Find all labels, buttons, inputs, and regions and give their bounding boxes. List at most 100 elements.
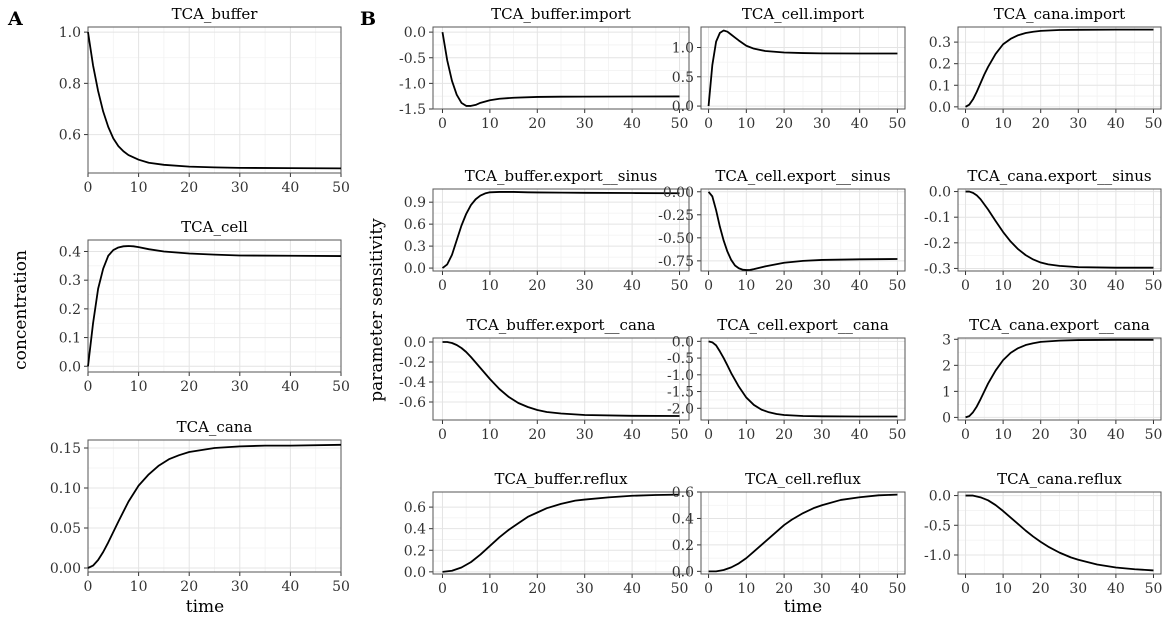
panel-border: [957, 26, 1162, 110]
y-tick-label: 0.5: [672, 70, 694, 86]
chart-panel-8: TCA_cana.export__sinus 0 10 20 30 40 50 -0.3 -0.…: [924, 167, 1162, 294]
y-tick-label: 0.8: [59, 76, 81, 92]
y-tick-label: -0.2: [924, 236, 951, 252]
x-tick-label: 40: [851, 427, 869, 443]
y-tick-label: 0.0: [929, 185, 951, 201]
x-tick-label: 40: [851, 581, 869, 597]
x-tick-label: 50: [889, 427, 907, 443]
panel-a-tag: A: [7, 8, 23, 30]
x-tick-label: 10: [737, 116, 755, 132]
x-tick-label: 20: [528, 427, 546, 443]
x-tick-label: 20: [775, 581, 793, 597]
panel-title: TCA_buffer: [172, 5, 259, 23]
x-tick-label: 10: [737, 427, 755, 443]
x-tick-label: 50: [671, 116, 689, 132]
series-line: [965, 190, 1154, 269]
x-tick-label: 0: [961, 116, 970, 132]
x-tick-label: 10: [130, 379, 148, 395]
y-tick-label: -1.0: [667, 368, 694, 384]
x-tick-label: 20: [528, 278, 546, 294]
x-tick-label: 0: [84, 579, 93, 595]
y-tick-label: 0.2: [404, 543, 426, 559]
panel-border: [957, 491, 1162, 575]
y-tick-label: -0.50: [658, 231, 694, 247]
x-tick-label: 10: [994, 116, 1012, 132]
panel-title: TCA_buffer.reflux: [494, 470, 628, 488]
y-tick-label: -1.5: [667, 385, 694, 401]
x-tick-label: 0: [961, 581, 970, 597]
y-tick-label: 0.0: [672, 334, 694, 350]
panel-b-tag: B: [360, 8, 376, 30]
x-tick-label: 10: [737, 581, 755, 597]
x-tick-label: 40: [1107, 427, 1125, 443]
panel-border: [432, 337, 690, 421]
panel-b-ylabel: parameter sensitivity: [367, 218, 387, 402]
x-tick-label: 40: [623, 581, 641, 597]
series-line: [708, 493, 898, 573]
y-tick-label: 0.0: [404, 261, 426, 277]
chart-panel-0: TCA_buffer 0 10 20 30 40 50 0.6 0.8 1.0: [59, 5, 350, 196]
panel-border: [700, 337, 906, 421]
x-tick-label: 20: [180, 379, 198, 395]
panel-title: TCA_cana.reflux: [997, 470, 1122, 488]
chart-panel-6: TCA_buffer.export__sinus 0 10 20 30 40 50 0.0 0.…: [404, 167, 690, 294]
y-tick-label: -1.0: [924, 548, 951, 564]
x-tick-label: 10: [481, 278, 499, 294]
y-tick-label: -0.75: [658, 254, 694, 270]
y-tick-label: 0: [942, 410, 951, 426]
panel-title: TCA_cana.import: [994, 5, 1125, 23]
panel-border: [700, 188, 906, 272]
chart-panel-7: TCA_cell.export__sinus 0 10 20 30 40 50 -0.75 -0…: [658, 167, 906, 294]
y-tick-label: 0.4: [672, 511, 694, 527]
x-tick-label: 0: [438, 581, 447, 597]
y-tick-label: 1: [942, 384, 951, 400]
x-tick-label: 50: [889, 278, 907, 294]
x-tick-label: 20: [1032, 581, 1050, 597]
x-tick-label: 20: [528, 581, 546, 597]
panel-title: TCA_cana.export__sinus: [967, 167, 1151, 185]
panel-title: TCA_cell.export__sinus: [715, 167, 890, 185]
series-line: [87, 245, 342, 367]
y-tick-label: 3: [942, 332, 951, 348]
x-tick-label: 10: [737, 278, 755, 294]
x-tick-label: 30: [813, 581, 831, 597]
x-tick-label: 50: [1145, 278, 1163, 294]
panel-title: TCA_cell.reflux: [745, 470, 861, 488]
chart-panel-2: TCA_cana 0 10 20 30 40 50 0.00 0.05 0.10 0.15: [50, 418, 350, 595]
y-tick-label: 0.4: [404, 522, 426, 538]
x-tick-label: 0: [84, 180, 93, 196]
x-tick-label: 10: [481, 427, 499, 443]
x-tick-label: 30: [1069, 581, 1087, 597]
series-line: [707, 29, 898, 107]
y-tick-label: 0.2: [672, 538, 694, 554]
panel-border: [700, 26, 906, 110]
panel-title: TCA_buffer.export__cana: [466, 316, 655, 334]
y-tick-label: -0.5: [924, 518, 951, 534]
x-tick-label: 10: [130, 579, 148, 595]
x-tick-label: 30: [813, 278, 831, 294]
series-line: [87, 443, 342, 569]
x-tick-label: 30: [1069, 278, 1087, 294]
x-tick-label: 0: [438, 116, 447, 132]
panel-title: TCA_cell: [181, 218, 248, 236]
x-tick-label: 30: [813, 427, 831, 443]
x-tick-label: 30: [576, 278, 594, 294]
x-tick-label: 20: [775, 116, 793, 132]
x-tick-label: 30: [231, 579, 249, 595]
panel-border: [957, 188, 1162, 272]
x-tick-label: 0: [84, 379, 93, 395]
x-tick-label: 0: [704, 581, 713, 597]
chart-panel-10: TCA_cell.export__cana 0 10 20 30 40 50 -2.0-1.5…: [667, 316, 906, 443]
x-tick-label: 10: [481, 116, 499, 132]
series-line: [965, 338, 1154, 419]
x-tick-label: 30: [576, 427, 594, 443]
chart-panel-3: TCA_buffer.import 0 10 20 30 40 50 -1.5 -1.0 -0.5…: [399, 5, 690, 132]
y-tick-label: 0.0: [59, 359, 81, 375]
y-tick-label: -2.0: [667, 401, 694, 417]
series-line: [441, 31, 680, 107]
x-tick-label: 30: [1069, 116, 1087, 132]
x-tick-label: 20: [180, 180, 198, 196]
x-tick-label: 50: [1145, 116, 1163, 132]
x-tick-label: 0: [704, 278, 713, 294]
